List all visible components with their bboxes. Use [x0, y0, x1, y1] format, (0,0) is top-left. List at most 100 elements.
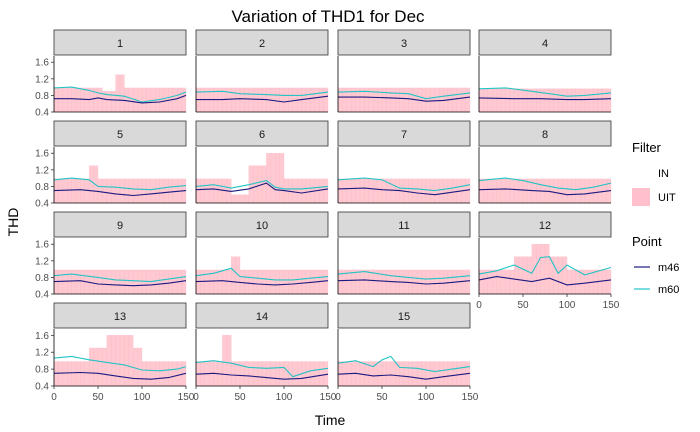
uit-bar: [106, 335, 112, 387]
uit-bar: [163, 269, 169, 295]
uit-bar: [146, 178, 151, 204]
uit-bar: [279, 361, 285, 387]
facet-panel-5: 5 0.4 0.8 1.2 1.6: [35, 120, 187, 210]
legend-point: Point m46 m60: [632, 234, 679, 296]
uit-bar: [452, 87, 457, 113]
uit-bar: [67, 87, 72, 113]
uit-bar: [75, 361, 81, 387]
uit-bar: [544, 244, 550, 295]
uit-bar: [301, 269, 307, 295]
uit-bar: [146, 87, 151, 113]
series-line-m46: [338, 96, 471, 102]
uit-bar: [544, 88, 550, 113]
facet-strip-label: 2: [259, 38, 265, 50]
series-line-m60: [53, 355, 187, 372]
uit-bar: [181, 269, 187, 295]
uit-bar: [500, 178, 506, 204]
uit-bar: [314, 361, 320, 387]
uit-bar: [597, 88, 603, 113]
uit-bar: [177, 87, 182, 113]
uit-bar: [195, 178, 201, 204]
uit-bar: [319, 87, 324, 113]
uit-bar: [447, 178, 453, 204]
uit-bar: [588, 178, 594, 204]
uit-bar: [93, 347, 99, 387]
uit-bar: [155, 361, 160, 387]
uit-bar: [75, 269, 81, 295]
uit-bar: [80, 178, 85, 204]
uit-bar: [97, 87, 103, 113]
uit-bar: [305, 361, 311, 387]
uit-bar: [124, 269, 129, 295]
uit-bar: [425, 178, 431, 204]
series-line-m46: [54, 94, 187, 104]
series-line-m60: [53, 86, 187, 103]
uit-bar: [584, 178, 590, 204]
uit-bar: [141, 361, 147, 387]
uit-bar: [434, 361, 440, 387]
uit-bar: [549, 88, 554, 113]
uit-bar: [571, 88, 576, 113]
uit-bar: [399, 361, 405, 387]
uit-bar: [602, 269, 607, 295]
y-tick-label: 0.8: [35, 365, 49, 376]
series-line-m60: [195, 267, 329, 281]
uit-bar: [425, 87, 431, 113]
facet-strip-label: 13: [114, 311, 126, 323]
uit-bar: [53, 87, 59, 113]
uit-bar: [439, 178, 444, 204]
uit-bar: [377, 178, 383, 204]
y-tick-label: 0.4: [35, 290, 49, 301]
uit-bar: [412, 178, 418, 204]
uit-bar: [231, 256, 236, 295]
uit-bar: [588, 88, 594, 113]
uit-bar: [452, 178, 457, 204]
uit-bar: [102, 178, 107, 204]
uit-bar: [549, 256, 554, 295]
uit-bar: [562, 88, 568, 113]
series-line-m60: [337, 177, 471, 192]
uit-bar: [239, 87, 245, 113]
uit-bar: [155, 269, 160, 295]
uit-bar: [213, 178, 219, 204]
uit-bar: [67, 361, 72, 387]
uit-bar: [439, 269, 444, 295]
uit-bar: [478, 178, 484, 204]
uit-bar: [434, 269, 440, 295]
facet-strip-label: 7: [401, 129, 407, 141]
uit-bar: [133, 347, 138, 387]
uit-bar: [244, 194, 249, 204]
uit-bar: [430, 87, 435, 113]
y-tick-label: 0.8: [35, 273, 49, 284]
uit-bar: [115, 269, 121, 295]
facet-strip-label: 4: [542, 38, 548, 50]
facet-panel-8: 8: [478, 120, 612, 204]
uit-bar: [496, 178, 502, 204]
facet-panel-7: 7: [337, 120, 471, 204]
uit-bar: [155, 178, 160, 204]
series-line-m46: [478, 276, 612, 286]
uit-bar: [288, 87, 293, 113]
series-line-m46: [196, 95, 329, 103]
y-tick-label: 1.6: [35, 240, 49, 251]
uit-bar: [244, 87, 249, 113]
uit-bar: [150, 361, 156, 387]
facet-strip: [478, 211, 612, 238]
facet-strip: [337, 302, 471, 329]
uit-bar: [496, 269, 502, 295]
uit-bar: [297, 269, 302, 295]
x-tick-label: 50: [376, 392, 388, 403]
uit-bar: [377, 87, 383, 113]
uit-bar: [505, 269, 510, 295]
uit-bar: [381, 178, 387, 204]
uit-bar: [421, 87, 427, 113]
uit-bar: [89, 347, 94, 387]
uit-bar: [381, 87, 387, 113]
uit-bar: [447, 361, 453, 387]
uit-bar: [266, 153, 271, 204]
uit-bar: [522, 256, 528, 295]
uit-bar: [319, 361, 324, 387]
uit-bar: [571, 269, 576, 295]
uit-bar: [283, 269, 289, 295]
uit-bar: [102, 347, 107, 387]
